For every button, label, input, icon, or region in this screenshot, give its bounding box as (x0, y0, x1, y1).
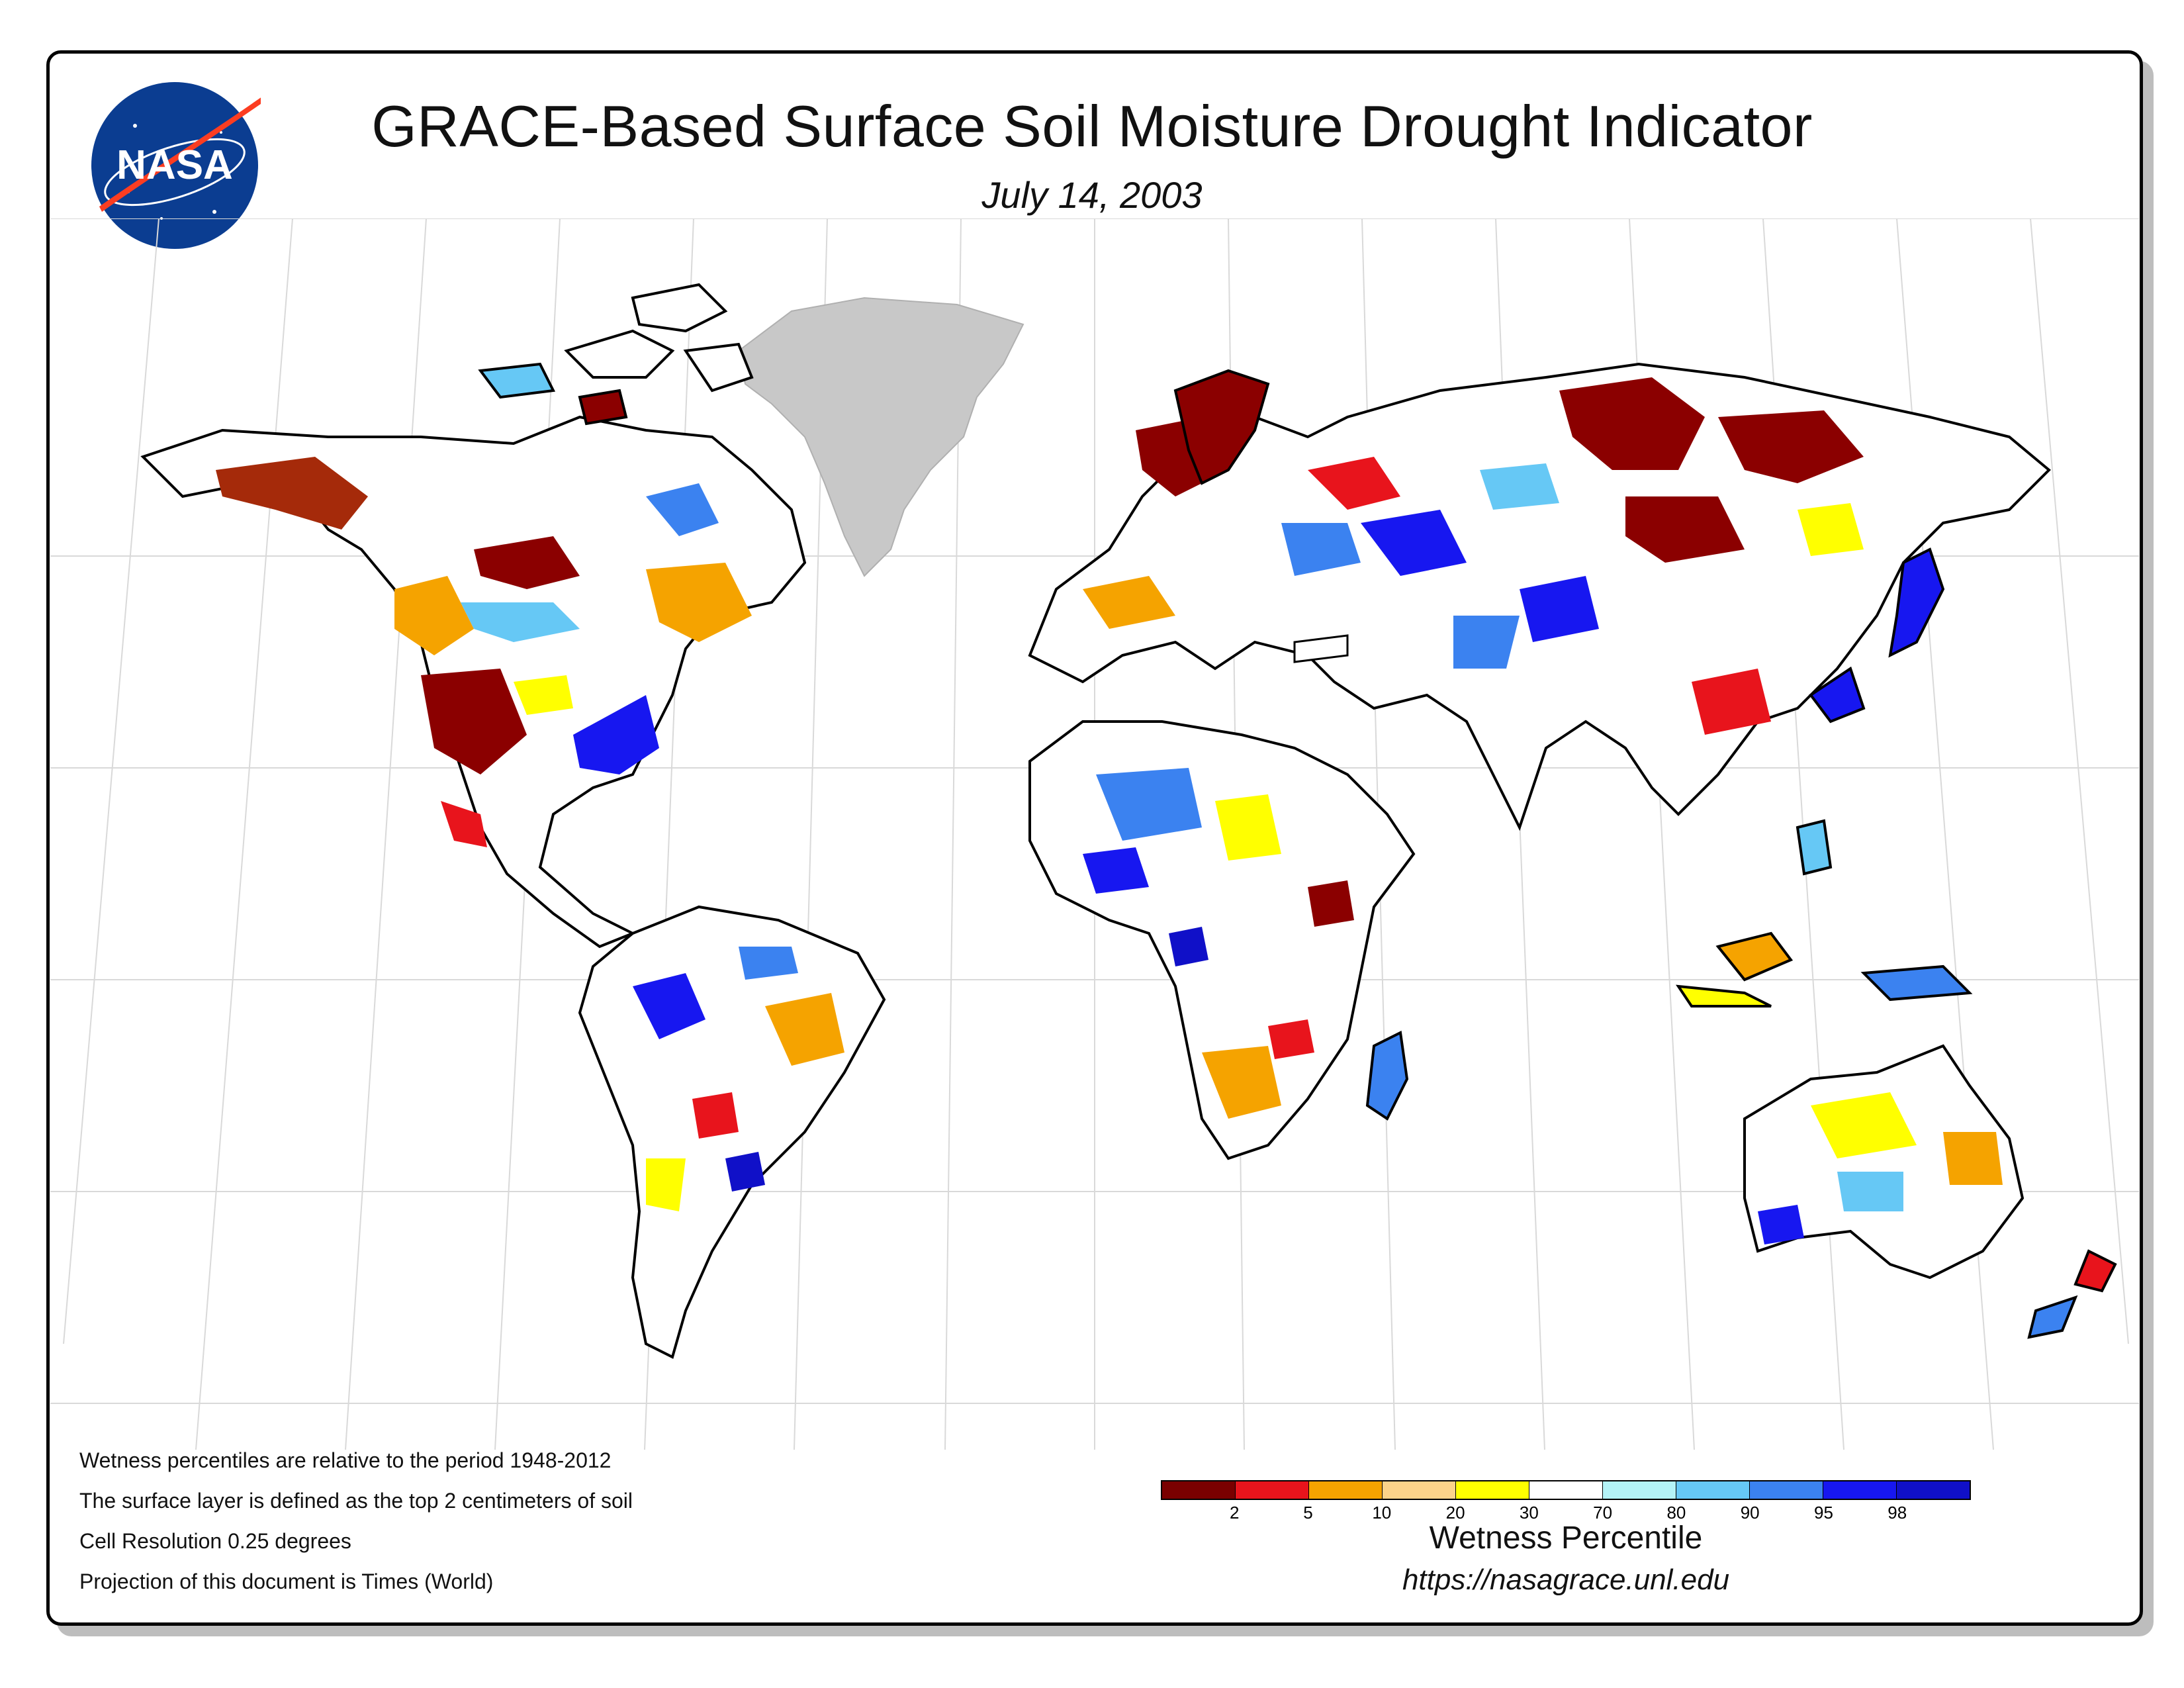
legend-swatch (1529, 1481, 1603, 1499)
legend-swatch (1162, 1481, 1236, 1499)
legend-tick-label: 30 (1519, 1503, 1539, 1523)
wetness-legend: 2 5 10 20 30 70 80 90 95 98 (1161, 1480, 1971, 1523)
map-notes: Wetness percentiles are relative to the … (79, 1447, 633, 1609)
south-america (578, 905, 886, 1359)
africa (1028, 720, 1416, 1160)
world-map (50, 218, 2139, 1450)
legend-swatch (1236, 1481, 1309, 1499)
madagascar (1365, 1030, 1409, 1121)
note-cell-resolution: Cell Resolution 0.25 degrees (79, 1529, 351, 1553)
legend-swatch (1456, 1481, 1529, 1499)
eurasia (1028, 362, 2051, 831)
greenland (737, 297, 1024, 577)
legend-tick-label: 90 (1740, 1503, 1760, 1523)
legend-tick-label: 20 (1445, 1503, 1465, 1523)
new-zealand (2027, 1249, 2117, 1339)
legend-swatch (1676, 1481, 1750, 1499)
legend-swatch (1309, 1481, 1383, 1499)
legend-swatch (1823, 1481, 1897, 1499)
legend-swatch (1750, 1481, 1823, 1499)
legend-swatch (1383, 1481, 1456, 1499)
map-date: July 14, 2003 (981, 174, 1203, 216)
legend-tick-label: 10 (1372, 1503, 1392, 1523)
legend-swatch (1897, 1481, 1970, 1499)
nasa-logo: NASA (91, 82, 261, 249)
map-title: GRACE-Based Surface Soil Moisture Drough… (371, 93, 1813, 159)
australia (1743, 1044, 2025, 1280)
legend-tick-label: 98 (1888, 1503, 1907, 1523)
legend-tick-label: 70 (1593, 1503, 1613, 1523)
note-period: Wetness percentiles are relative to the … (79, 1448, 612, 1472)
legend-tick-label: 2 (1230, 1503, 1240, 1523)
legend-tick-label: 5 (1303, 1503, 1313, 1523)
legend-tick-label: 80 (1666, 1503, 1686, 1523)
legend-swatch (1603, 1481, 1676, 1499)
source-url: https://nasagrace.unl.edu (1402, 1564, 1730, 1596)
japan (1888, 547, 1945, 658)
legend-tick-label: 95 (1813, 1503, 1833, 1523)
note-surface-layer: The surface layer is defined as the top … (79, 1489, 633, 1513)
legend-color-bar (1161, 1480, 1971, 1500)
svg-text:NASA: NASA (116, 142, 233, 188)
note-projection: Projection of this document is Times (Wo… (79, 1570, 494, 1593)
scandinavia (1173, 369, 1270, 485)
arctic-islands (478, 283, 754, 426)
maritime-southeast-asia (1675, 666, 1973, 1008)
legend-title: Wetness Percentile (1429, 1521, 1703, 1556)
legend-ticks: 2 5 10 20 30 70 80 90 95 98 (1161, 1500, 1971, 1523)
north-america (140, 415, 807, 949)
